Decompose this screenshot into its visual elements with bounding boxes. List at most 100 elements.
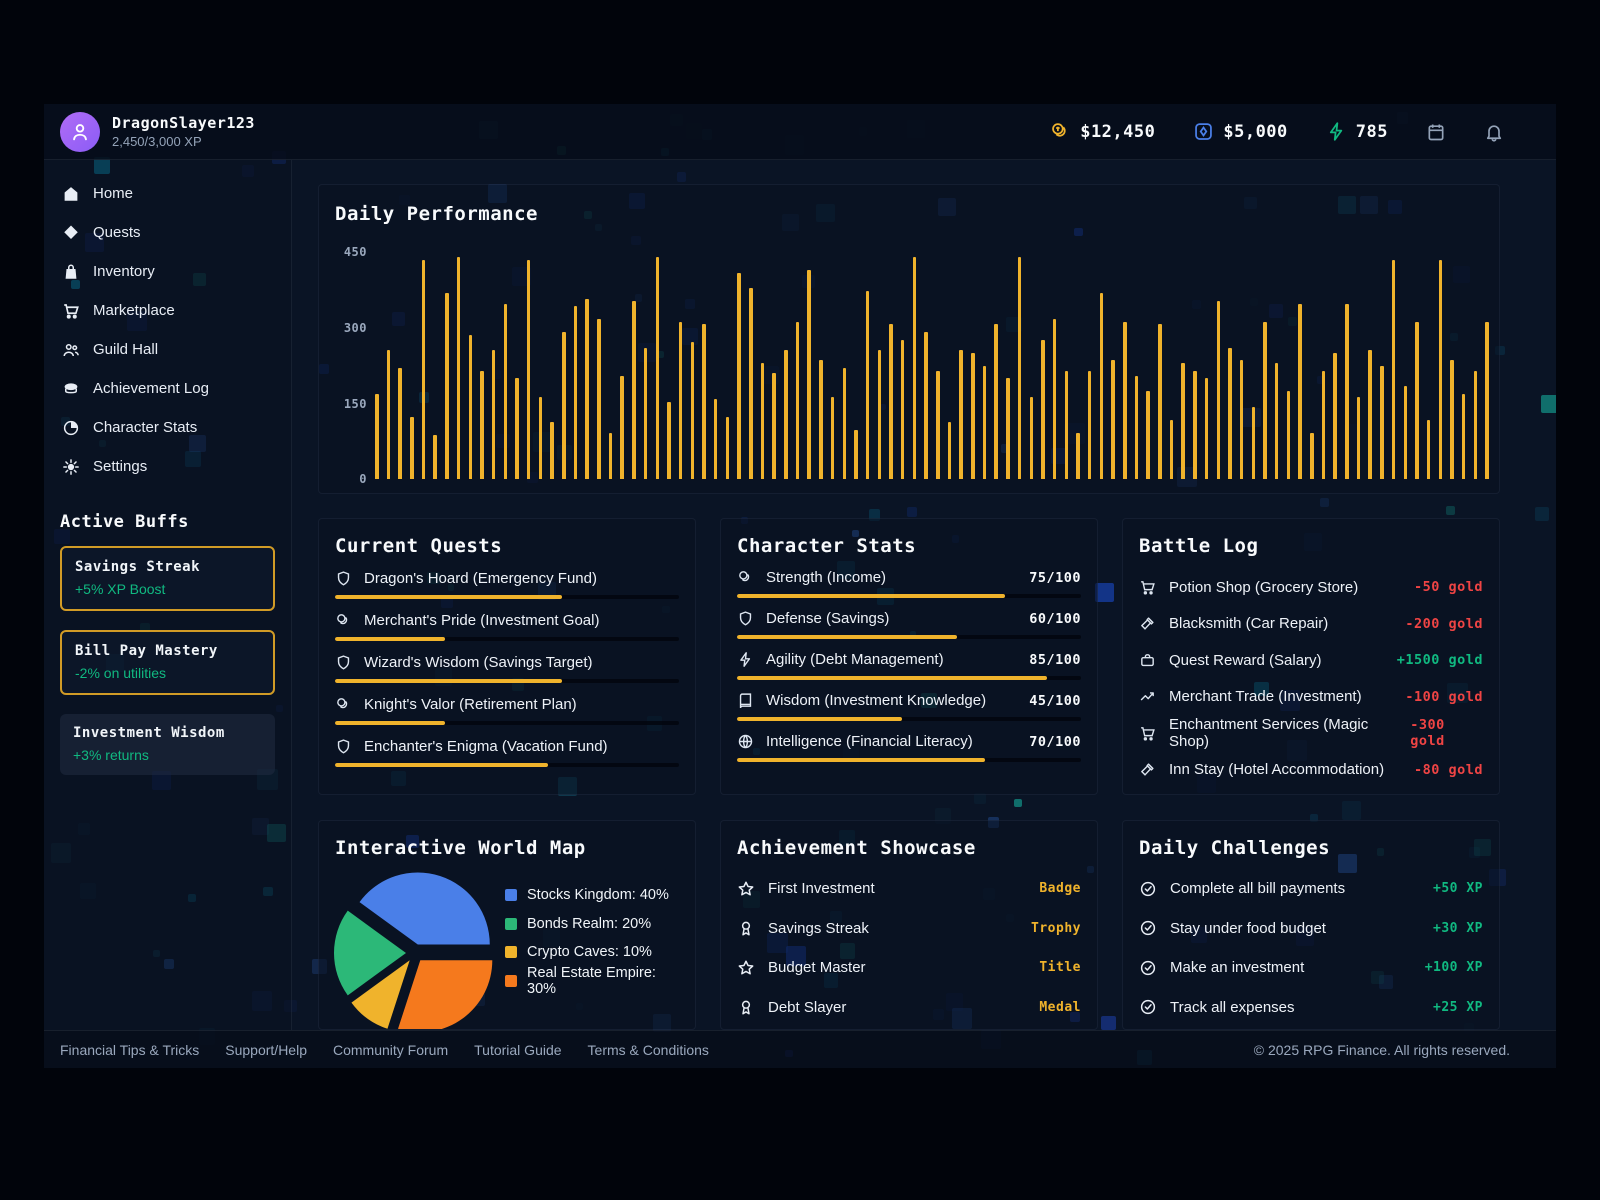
- challenge-item[interactable]: Make an investment +100 XP: [1139, 948, 1483, 988]
- legend-swatch: [505, 917, 517, 930]
- sidebar-item-character-stats[interactable]: Character Stats: [44, 408, 291, 447]
- daily-performance-bars: [375, 247, 1489, 479]
- sidebar-item-quests[interactable]: Quests: [44, 213, 291, 252]
- buff-name: Savings Streak: [75, 559, 201, 575]
- vault-balance-value: $5,000: [1223, 121, 1288, 142]
- y-tick-150: 150: [343, 397, 367, 411]
- challenge-item[interactable]: Stay under food budget +30 XP: [1139, 909, 1483, 949]
- panel-title: Daily Challenges: [1139, 837, 1331, 859]
- sidebar-item-home[interactable]: Home: [44, 174, 291, 213]
- stat-item[interactable]: Defense (Savings) 60/100: [737, 610, 1081, 639]
- quest-item[interactable]: Dragon's Hoard (Emergency Fund): [335, 570, 679, 599]
- pie-legend: Stocks Kingdom: 40% Bonds Realm: 20% Cry…: [505, 881, 685, 997]
- battle-log-entry[interactable]: Merchant Trade (Investment) -100 gold: [1139, 679, 1483, 716]
- stat-bar-fill: [737, 635, 958, 639]
- achievement-item[interactable]: First Investment Badge: [737, 869, 1081, 909]
- achievement-item[interactable]: Budget Master Title: [737, 948, 1081, 988]
- quest-progress-fill: [335, 679, 563, 683]
- battle-log-label: Merchant Trade (Investment): [1169, 688, 1362, 706]
- sidebar: Home Quests Inventory Marketplace Guild …: [44, 160, 292, 1030]
- users-icon: [62, 341, 80, 359]
- quest-item[interactable]: Wizard's Wisdom (Savings Target): [335, 654, 679, 683]
- buff-card-bill-pay-mastery[interactable]: Bill Pay Mastery -2% on utilities: [60, 630, 275, 695]
- hammer-icon: [1139, 615, 1156, 632]
- stat-bar-fill: [737, 594, 1006, 598]
- cap-icon: [62, 380, 80, 398]
- challenge-name: Stay under food budget: [1170, 919, 1326, 937]
- check-circle-icon: [1139, 919, 1157, 937]
- coins-icon: [335, 612, 352, 629]
- stat-bar-fill: [737, 676, 1047, 680]
- sidebar-item-guild-hall[interactable]: Guild Hall: [44, 330, 291, 369]
- quest-name: Dragon's Hoard (Emergency Fund): [364, 570, 597, 587]
- stat-item[interactable]: Wisdom (Investment Knowledge) 45/100: [737, 692, 1081, 721]
- footer-link-terms[interactable]: Terms & Conditions: [587, 1041, 709, 1058]
- stat-item[interactable]: Strength (Income) 75/100: [737, 569, 1081, 598]
- footer-link-community[interactable]: Community Forum: [332, 1041, 449, 1058]
- legend-label: Real Estate Empire: 30%: [527, 964, 656, 997]
- challenge-item[interactable]: Track all expenses +25 XP: [1139, 988, 1483, 1028]
- battle-log-amount: -200 gold: [1405, 615, 1483, 632]
- portfolio-pie-chart[interactable]: [327, 865, 503, 1029]
- legend-label: Stocks Kingdom: 40%: [527, 887, 669, 904]
- achievement-type: Trophy: [1031, 920, 1081, 936]
- achievement-item[interactable]: Debt Slayer Medal: [737, 988, 1081, 1028]
- panel-title: Current Quests: [335, 535, 503, 557]
- buff-card-investment-wisdom[interactable]: Investment Wisdom +3% returns: [60, 714, 275, 775]
- achievement-name: Debt Slayer: [768, 998, 847, 1016]
- trending-up-icon: [1139, 688, 1156, 705]
- sidebar-item-label: Home: [93, 185, 134, 202]
- stat-value: 85/100: [1029, 651, 1081, 668]
- footer-link-tutorial[interactable]: Tutorial Guide: [474, 1041, 562, 1058]
- energy-value: 785: [1355, 121, 1388, 142]
- buff-card-savings-streak[interactable]: Savings Streak +5% XP Boost: [60, 546, 275, 611]
- stat-item[interactable]: Intelligence (Financial Literacy) 70/100: [737, 733, 1081, 762]
- battle-log-label: Inn Stay (Hotel Accommodation): [1169, 761, 1385, 779]
- battle-log-entry[interactable]: Inn Stay (Hotel Accommodation) -80 gold: [1139, 752, 1483, 789]
- footer-link-financial-tips[interactable]: Financial Tips & Tricks: [60, 1041, 200, 1058]
- legend-label: Bonds Realm: 20%: [527, 915, 652, 932]
- stat-item[interactable]: Agility (Debt Management) 85/100: [737, 651, 1081, 680]
- shield-icon: [737, 610, 754, 627]
- sidebar-item-settings[interactable]: Settings: [44, 447, 291, 486]
- achievement-item[interactable]: Savings Streak Trophy: [737, 909, 1081, 949]
- challenge-name: Make an investment: [1170, 959, 1305, 977]
- battle-log-panel: Battle Log Potion Shop (Grocery Store) -…: [1122, 518, 1500, 795]
- copyright-text: © 2025 RPG Finance. All rights reserved.: [1253, 1041, 1510, 1058]
- panel-title: Character Stats: [737, 535, 917, 557]
- quest-progress-track: [335, 637, 679, 641]
- shield-icon: [335, 738, 352, 755]
- battle-log-amount: -80 gold: [1413, 761, 1483, 778]
- battle-log-entry[interactable]: Blacksmith (Car Repair) -200 gold: [1139, 606, 1483, 643]
- battle-log-entry[interactable]: Enchantment Services (Magic Shop) -300 g…: [1139, 715, 1483, 752]
- check-circle-icon: [1139, 998, 1157, 1016]
- achievement-name: Savings Streak: [768, 919, 869, 937]
- achievement-name: First Investment: [768, 880, 875, 898]
- battle-log-label: Enchantment Services (Magic Shop): [1169, 716, 1369, 751]
- quest-item[interactable]: Knight's Valor (Retirement Plan): [335, 696, 679, 725]
- bell-icon[interactable]: [1484, 122, 1504, 142]
- buff-name: Bill Pay Mastery: [75, 643, 218, 659]
- quest-item[interactable]: Merchant's Pride (Investment Goal): [335, 612, 679, 641]
- battle-log-entry[interactable]: Quest Reward (Salary) +1500 gold: [1139, 642, 1483, 679]
- quest-item[interactable]: Enchanter's Enigma (Vacation Fund): [335, 738, 679, 767]
- sidebar-item-marketplace[interactable]: Marketplace: [44, 291, 291, 330]
- sidebar-item-achievement-log[interactable]: Achievement Log: [44, 369, 291, 408]
- avatar[interactable]: [60, 111, 100, 152]
- battle-log-amount: -50 gold: [1413, 579, 1483, 596]
- shield-icon: [335, 654, 352, 671]
- battle-log-amount: +1500 gold: [1396, 652, 1483, 669]
- challenge-item[interactable]: Complete all bill payments +50 XP: [1139, 869, 1483, 909]
- lightning-icon: [1326, 121, 1347, 142]
- gold-balance-value: $12,450: [1080, 121, 1156, 142]
- quest-name: Knight's Valor (Retirement Plan): [364, 696, 577, 713]
- sidebar-item-label: Marketplace: [93, 302, 175, 319]
- book-icon: [737, 692, 754, 709]
- world-map-panel: Interactive World Map Stocks Kingdom: 40…: [318, 820, 696, 1030]
- sidebar-item-inventory[interactable]: Inventory: [44, 252, 291, 291]
- battle-log-entry[interactable]: Potion Shop (Grocery Store) -50 gold: [1139, 569, 1483, 606]
- challenge-reward: +50 XP: [1433, 881, 1483, 897]
- calendar-icon[interactable]: [1426, 122, 1446, 142]
- footer-link-support[interactable]: Support/Help: [225, 1041, 307, 1058]
- achievement-type: Badge: [1039, 881, 1081, 897]
